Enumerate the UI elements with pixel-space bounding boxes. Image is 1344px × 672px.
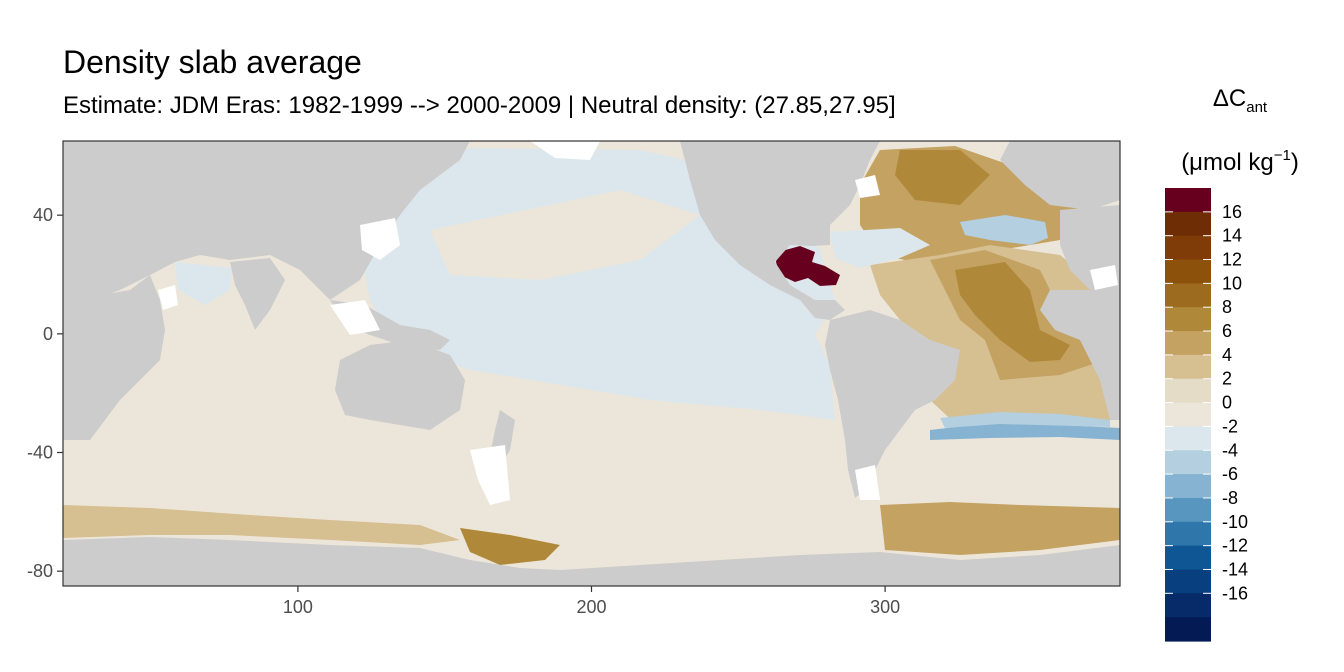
land-africa [63,275,165,440]
legend-unit-superscript: −1 [1273,147,1291,164]
legend-tick-label: -2 [1222,416,1238,436]
legend-title-subscript: ant [1246,99,1268,116]
land-greenland [1000,141,1120,210]
land-west-africa [1040,290,1120,420]
x-tick-label: 300 [870,597,900,617]
legend-color-bin [1165,259,1211,284]
land-india [230,258,285,330]
map-panel [63,141,1120,586]
land-masses [63,141,1120,586]
missing-arctic-pacific [530,141,600,160]
legend-color-bin [1165,402,1211,428]
legend-tick-label: -6 [1222,464,1238,484]
land-south-america [825,310,960,498]
x-tick-label: 100 [283,597,313,617]
legend-tick-label: 0 [1222,393,1232,413]
land-australia [335,340,465,430]
legend-color-bin [1165,188,1211,213]
region-south-atlantic-band-light [940,412,1110,428]
region-gulf-stream [830,228,930,268]
missing-data [158,141,1118,505]
legend-tick-label: 6 [1222,321,1232,341]
legend-tick-label: 2 [1222,369,1232,389]
missing-mediterranean [1090,265,1118,290]
legend-title-symbol: ΔC [1212,85,1247,112]
legend-color-bin [1165,283,1211,308]
legend-tick-label: 12 [1222,250,1242,270]
land-north-america [680,141,880,320]
missing-tasman-gap [470,445,510,505]
legend-color-bin [1165,331,1211,356]
legend-color-bin [1165,497,1211,523]
chart-subtitle: Estimate: JDM Eras: 1982-1999 --> 2000-2… [63,92,896,119]
missing-hudson-bay [855,175,880,198]
missing-southern-chile [855,465,880,500]
region-southern-margin-weddell [880,502,1120,555]
region-tropical-east-pacific [430,190,700,280]
legend: 16 14 12 10 8 6 4 2 0 -2 -4 -6 -8 -10 -12 -14 -16 [1165,188,1248,642]
legend-color-bin [1165,569,1211,594]
legend-color-bin [1165,521,1211,547]
legend-tick-label: -10 [1222,512,1248,532]
region-southern-margin-ross [460,528,560,565]
legend-tick-label: -8 [1222,488,1238,508]
region-west-indian [175,262,232,305]
legend-color-bin [1165,617,1211,642]
legend-title: ΔCant (μmol kg−1) [1150,84,1330,178]
legend-color-bin [1165,450,1211,475]
region-south-atlantic-band [930,423,1120,440]
region-atlantic-innermost [955,262,1070,362]
legend-unit-open: (μmol kg [1181,149,1274,176]
region-southern-margin-indian [63,505,460,545]
land-eurasia [63,141,470,300]
legend-tick-label: 16 [1222,202,1242,222]
legend-tick-label: 14 [1222,226,1242,246]
land-antarctica [63,537,1120,586]
missing-red-sea [158,285,178,310]
legend-tick-label: -4 [1222,440,1238,460]
legend-tick-label: 4 [1222,345,1232,365]
y-tick-label: -40 [27,443,53,463]
legend-color-bin [1165,378,1211,404]
region-north-atlantic-core [895,150,990,205]
region-labrador-blue [960,215,1048,245]
y-tick-label: -80 [27,561,53,581]
missing-indonesian-seas [330,300,380,335]
y-tick-label: 0 [43,324,53,344]
legend-color-bin [1165,474,1211,499]
legend-color-bin [1165,593,1211,618]
legend-unit-close: ) [1290,149,1299,176]
legend-color-bin [1165,426,1211,451]
legend-title-unit: (μmol kg−1) [1150,141,1330,178]
region-gulf-of-mexico [776,246,840,286]
legend-tick-label: -16 [1222,583,1248,603]
legend-color-bin [1165,354,1211,380]
y-tick-label: 40 [33,205,53,225]
legend-tick-label: -14 [1222,559,1248,579]
legend-color-bin [1165,235,1211,261]
legend-tick-label: 8 [1222,297,1232,317]
legend-color-bin [1165,545,1211,571]
legend-color-bin [1165,211,1211,237]
x-tick-label: 200 [576,597,606,617]
missing-japan-sea [360,218,400,260]
legend-color-bin [1165,307,1211,332]
chart-title: Density slab average [63,44,362,80]
legend-tick-label: 10 [1222,273,1242,293]
legend-tick-label: -12 [1222,536,1248,556]
